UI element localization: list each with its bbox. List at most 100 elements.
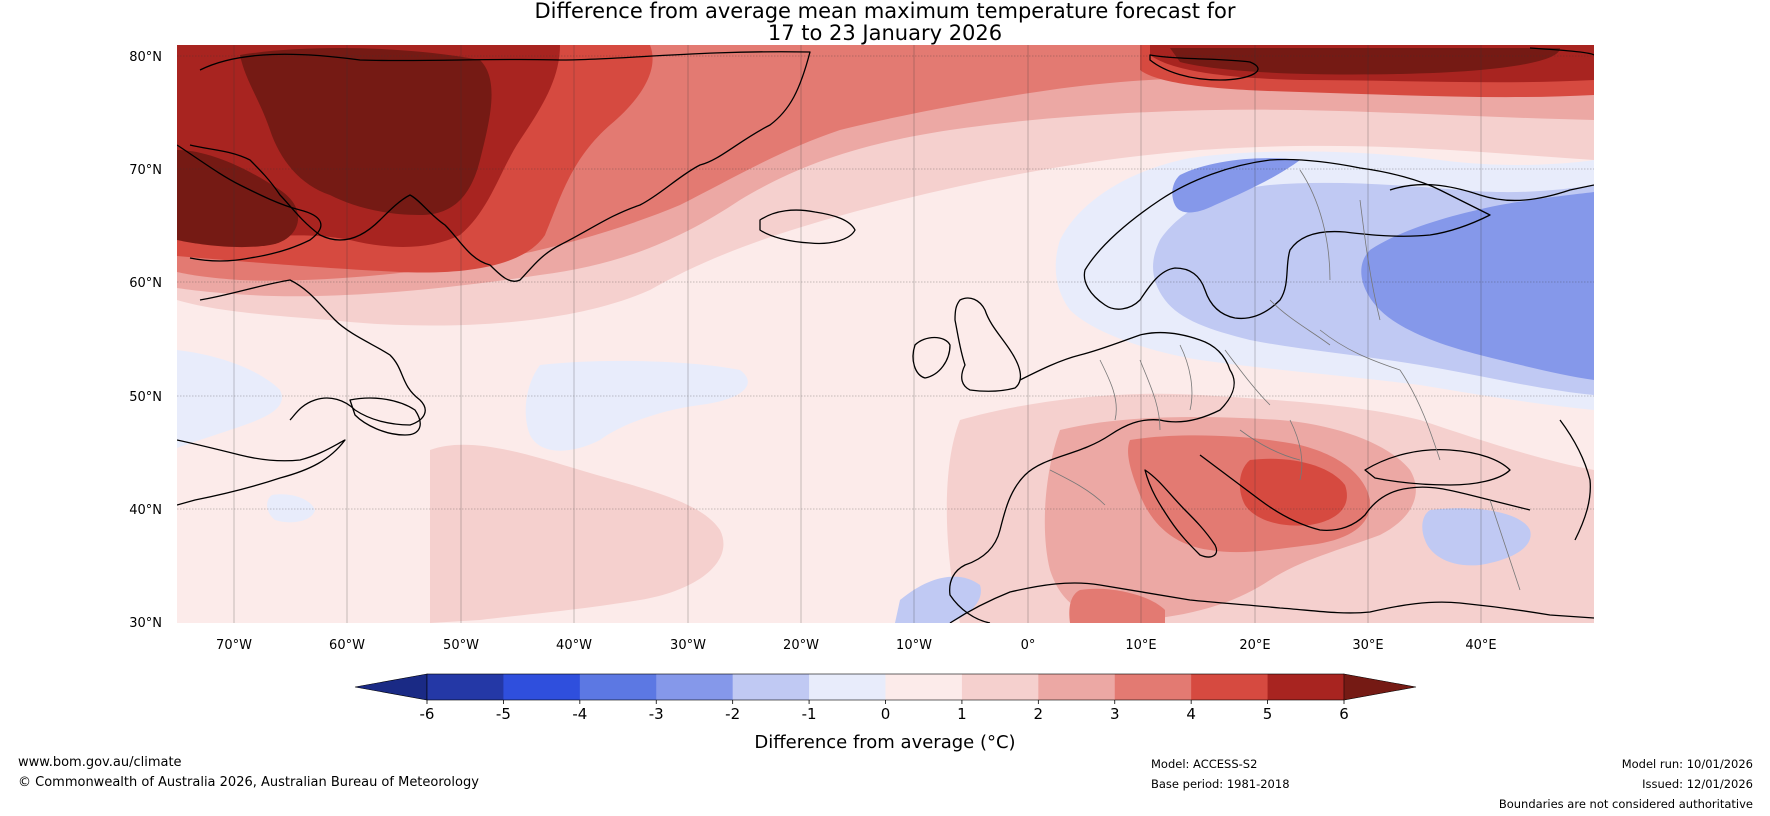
- map-title-line2: 17 to 23 January 2026: [767, 21, 1003, 45]
- footer-copyright: © Commonwealth of Australia 2026, Austra…: [18, 775, 479, 790]
- colorbar-tick-label: 0: [881, 705, 891, 723]
- colorbar: -6 -5 -4 -3 -2 -1 0 1 2 3 4 5 6 Difference from aver…: [354, 673, 1417, 753]
- colorbar-cell: [1267, 674, 1345, 700]
- lat-label-70: 70°N: [129, 163, 162, 178]
- map-panel: [177, 45, 1594, 623]
- border-6: [1319, 329, 1401, 371]
- colorbar-cell: [961, 674, 1039, 700]
- coast-ireland: [912, 336, 951, 379]
- lon-label-50w: 50°W: [443, 638, 479, 653]
- lon-label-10w: 10°W: [896, 638, 932, 653]
- colorbar-tick-label: 6: [1339, 705, 1349, 723]
- anomaly-patch-turkey-cool: [1422, 508, 1531, 566]
- coast-north-africa: [949, 582, 1594, 623]
- colorbar-tick-label: -6: [420, 705, 435, 723]
- colorbar-cell: [427, 674, 504, 700]
- border-7: [1239, 429, 1301, 461]
- colorbar-tick-label: -4: [572, 705, 587, 723]
- lon-label-30w: 30°W: [670, 638, 706, 653]
- lat-axis: 80°N 70°N 60°N 50°N 40°N 30°N: [129, 50, 162, 631]
- colorbar-tick-label: 4: [1186, 705, 1196, 723]
- footer-base-period: Base period: 1981-2018: [1151, 777, 1290, 791]
- lon-label-40w: 40°W: [556, 638, 592, 653]
- anomaly-contours: [177, 45, 1594, 623]
- colorbar-tick-label: 2: [1034, 705, 1044, 723]
- footer-url[interactable]: www.bom.gov.au/climate: [18, 755, 182, 770]
- anomaly-patch-canada-cool: [177, 350, 282, 448]
- colorbar-cell: [579, 674, 657, 700]
- anomaly-band-cool-norway: [1172, 158, 1300, 213]
- colorbar-cell: [885, 674, 963, 700]
- coast-russia-north: [1389, 183, 1594, 202]
- footer-model-run: Model run: 10/01/2026: [1621, 757, 1753, 771]
- colorbar-cells: [427, 674, 1345, 700]
- footer-disclaimer: Boundaries are not considered authoritat…: [1498, 797, 1753, 811]
- coastlines: [177, 47, 1594, 623]
- graticule: [177, 45, 1594, 623]
- anomaly-patch-africa-cool: [895, 576, 981, 623]
- lon-label-0: 0°: [1021, 638, 1036, 653]
- coast-iceland: [759, 209, 856, 245]
- colorbar-cell: [732, 674, 810, 700]
- lon-label-30e: 30°E: [1352, 638, 1383, 653]
- coast-scandinavia: [1083, 158, 1491, 320]
- coast-britain: [954, 297, 1022, 392]
- colorbar-tick-label: 1: [957, 705, 967, 723]
- border-3: [1179, 344, 1193, 411]
- map-title-line1: Difference from average mean maximum tem…: [534, 0, 1236, 23]
- colorbar-ticks: -6 -5 -4 -3 -2 -1 0 1 2 3 4 5 6: [420, 700, 1349, 723]
- border-13: [1049, 469, 1106, 506]
- coast-labrador: [199, 279, 426, 426]
- lon-label-60w: 60°W: [329, 638, 365, 653]
- colorbar-tick-label: 3: [1110, 705, 1120, 723]
- lat-label-80: 80°N: [129, 50, 162, 65]
- coast-greenland: [189, 51, 811, 282]
- coast-svalbard: [1149, 54, 1259, 81]
- anomaly-band-over-6-west: [177, 150, 299, 248]
- footer-issued: Issued: 12/01/2026: [1642, 777, 1753, 791]
- colorbar-cell: [809, 674, 886, 700]
- coast-newfoundland: [349, 397, 421, 436]
- footer-model: Model: ACCESS-S2: [1151, 757, 1258, 771]
- colorbar-cell: [656, 674, 734, 700]
- coast-italy: [1144, 469, 1218, 558]
- lon-label-70w: 70°W: [216, 638, 252, 653]
- lon-axis: 70°W 60°W 50°W 40°W 30°W 20°W 10°W 0° 10…: [216, 638, 1497, 653]
- anomaly-band-atlantic-1-2: [430, 444, 724, 623]
- lat-label-50: 50°N: [129, 390, 162, 405]
- anomaly-band-over-6: [240, 48, 492, 216]
- colorbar-tick-label: -2: [725, 705, 740, 723]
- coast-europe-mainland: [949, 331, 1235, 623]
- border-12: [1359, 199, 1381, 321]
- border-8: [1289, 419, 1303, 481]
- lon-label-20e: 20°E: [1239, 638, 1270, 653]
- anomaly-band-cool-2: [1361, 192, 1594, 380]
- lat-label-40: 40°N: [129, 503, 162, 518]
- coast-balkans: [1199, 454, 1531, 531]
- border-10: [1489, 499, 1521, 591]
- country-borders: [1049, 169, 1521, 591]
- colorbar-tick-label: 5: [1263, 705, 1273, 723]
- anomaly-patch-west-cool: [267, 494, 315, 523]
- colorbar-cell: [503, 674, 581, 700]
- colorbar-over-arrow: [1343, 673, 1417, 701]
- coast-baffin: [177, 144, 322, 262]
- colorbar-under-arrow: [354, 673, 428, 701]
- border-1: [1099, 359, 1117, 421]
- colorbar-cell: [1191, 674, 1269, 700]
- border-2: [1139, 359, 1161, 431]
- lon-label-20w: 20°W: [783, 638, 819, 653]
- lon-label-40e: 40°E: [1465, 638, 1496, 653]
- anomaly-band-ne-over-6: [1170, 48, 1560, 75]
- colorbar-cell: [1114, 674, 1192, 700]
- colorbar-tick-label: -3: [649, 705, 664, 723]
- border-11: [1299, 169, 1331, 281]
- coast-novaya-zemlya: [1529, 47, 1594, 56]
- border-5: [1269, 299, 1331, 346]
- colorbar-tick-label: -1: [802, 705, 817, 723]
- coast-caspian: [1559, 419, 1591, 541]
- lat-label-60: 60°N: [129, 276, 162, 291]
- anomaly-patch-atlantic-cool: [525, 360, 748, 451]
- coast-black-sea: [1364, 449, 1511, 486]
